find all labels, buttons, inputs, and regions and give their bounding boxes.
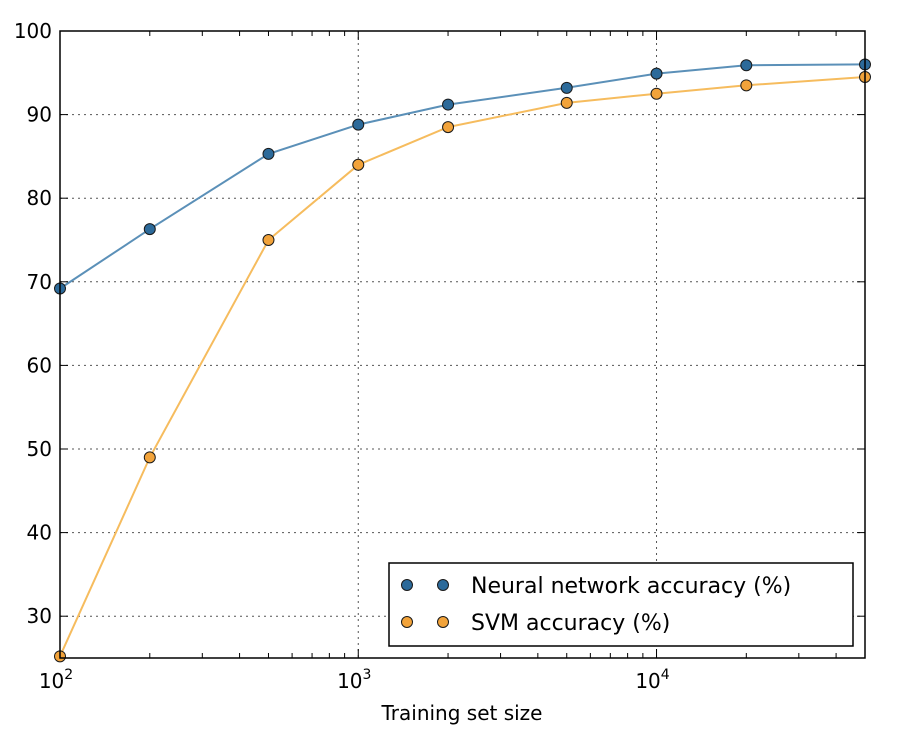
data-point-series-2 [560, 96, 573, 109]
data-point-series-2 [740, 79, 753, 92]
legend-marker [437, 579, 449, 591]
legend-marker [401, 579, 413, 591]
x-tick-label: 103 [337, 667, 371, 693]
axis-ticks: 30 40 50 60 70 80 90 100 102 103 104 [14, 19, 866, 693]
legend-box [388, 562, 854, 647]
data-point-series-2 [650, 87, 663, 100]
data-point-series-2 [143, 451, 156, 464]
data-point-series-1 [740, 59, 753, 72]
data-point-series-2 [442, 121, 455, 134]
y-tick-label: 60 [27, 353, 52, 377]
data-point-series-1 [442, 98, 455, 111]
y-tick-label: 30 [27, 604, 52, 628]
plot-background [60, 31, 865, 658]
data-point-series-1 [262, 147, 275, 160]
legend: Neural network accuracy (%) SVM accuracy … [388, 562, 854, 647]
data-point-series-1 [560, 81, 573, 94]
x-tick-label: 102 [39, 667, 73, 693]
legend-label: SVM accuracy (%) [471, 611, 670, 636]
y-tick-label: 40 [27, 521, 52, 545]
y-tick-label: 80 [27, 186, 52, 210]
y-tick-label: 50 [27, 437, 52, 461]
data-point-series-1 [352, 118, 365, 131]
y-tick-label: 70 [27, 270, 52, 294]
legend-marker [437, 616, 449, 628]
plot-frame [59, 30, 866, 659]
legend-marker [401, 616, 413, 628]
x-tick-label: 104 [635, 667, 669, 693]
data-point-series-2 [262, 234, 275, 246]
x-axis-label: Training set size [381, 701, 543, 725]
y-tick-label: 100 [14, 19, 52, 43]
data-point-series-1 [650, 67, 663, 80]
data-point-series-1 [143, 223, 156, 236]
data-point-series-2 [352, 158, 365, 171]
legend-label: Neural network accuracy (%) [471, 574, 791, 599]
y-tick-label: 90 [27, 103, 52, 127]
